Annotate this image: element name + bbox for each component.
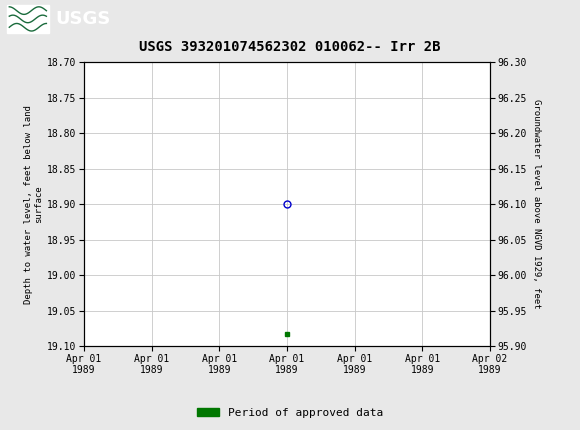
Y-axis label: Depth to water level, feet below land
surface: Depth to water level, feet below land su…: [24, 105, 43, 304]
Y-axis label: Groundwater level above NGVD 1929, feet: Groundwater level above NGVD 1929, feet: [532, 99, 541, 309]
Legend: Period of approved data: Period of approved data: [193, 403, 387, 422]
Bar: [7, 5, 49, 33]
Text: USGS 393201074562302 010062-- Irr 2B: USGS 393201074562302 010062-- Irr 2B: [139, 40, 441, 54]
Text: USGS: USGS: [56, 10, 111, 28]
